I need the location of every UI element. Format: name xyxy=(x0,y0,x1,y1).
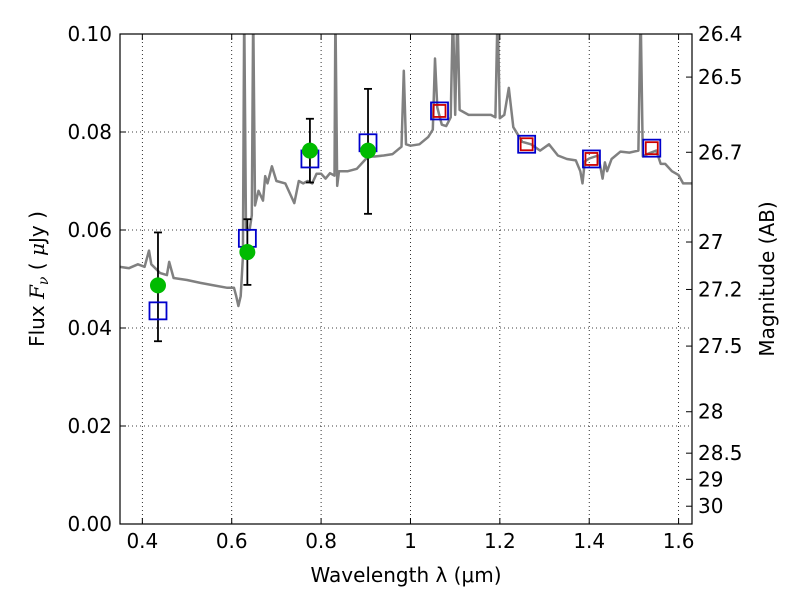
green-circle-marker xyxy=(301,142,318,159)
y2-tick-label: 27.5 xyxy=(698,334,743,358)
series-layer xyxy=(120,34,692,343)
y2-tick-label: 28 xyxy=(698,400,723,424)
x-tick-label: 1.2 xyxy=(484,529,516,553)
y2-tick-label: 26.5 xyxy=(698,65,743,89)
y-tick-label: 0.10 xyxy=(67,22,112,46)
red-square-marker xyxy=(644,141,659,156)
y-tick-label: 0.00 xyxy=(67,512,112,536)
y2-tick-label: 29 xyxy=(698,467,723,491)
y2-tick-label: 30 xyxy=(698,494,723,518)
y2-tick-label: 26.7 xyxy=(698,140,743,164)
red-square-marker xyxy=(432,104,447,118)
y-axis-label: Flux Fν ( μJy ) xyxy=(25,211,52,347)
y-tick-label: 0.02 xyxy=(67,414,112,438)
y-tick-label: 0.06 xyxy=(67,218,112,242)
red-square-marker xyxy=(519,137,534,152)
blue-square-marker xyxy=(430,101,449,121)
x-tick-label: 1.6 xyxy=(663,529,695,553)
x-tick-label: 0.6 xyxy=(216,529,248,553)
y2-tick-label: 26.4 xyxy=(698,22,743,46)
green-circle-marker xyxy=(360,142,377,159)
y2-tick-label: 27.2 xyxy=(698,277,743,301)
y2-tick-label: 27 xyxy=(698,230,723,254)
x-tick-label: 0.4 xyxy=(126,529,158,553)
x-axis-label: Wavelength λ (μm) xyxy=(310,563,501,587)
x-tick-label: 0.8 xyxy=(305,529,337,553)
blue-square-marker xyxy=(148,301,168,321)
blue-square-marker xyxy=(642,138,662,158)
y2-tick-label: 28.5 xyxy=(698,441,743,465)
green-circle-marker xyxy=(149,277,166,294)
green-circle-marker xyxy=(239,244,256,261)
blue-square-marker xyxy=(517,134,537,154)
y-tick-label: 0.08 xyxy=(67,120,112,144)
x-tick-label: 1 xyxy=(404,529,417,553)
red-square-marker xyxy=(584,152,599,166)
axis-ticks: 0.4 0.6 0.8 1 1.2 1.4 1.6 0.00 0.02 0.04 0.06 0.08 0… xyxy=(67,22,742,553)
plot-frame xyxy=(119,33,693,525)
x-tick-label: 1.4 xyxy=(573,529,605,553)
y-tick-label: 0.04 xyxy=(67,316,112,340)
spectrum-line xyxy=(120,34,692,308)
y2-axis-label: Magnitude (AB) xyxy=(755,201,779,356)
blue-square-marker xyxy=(582,149,601,169)
